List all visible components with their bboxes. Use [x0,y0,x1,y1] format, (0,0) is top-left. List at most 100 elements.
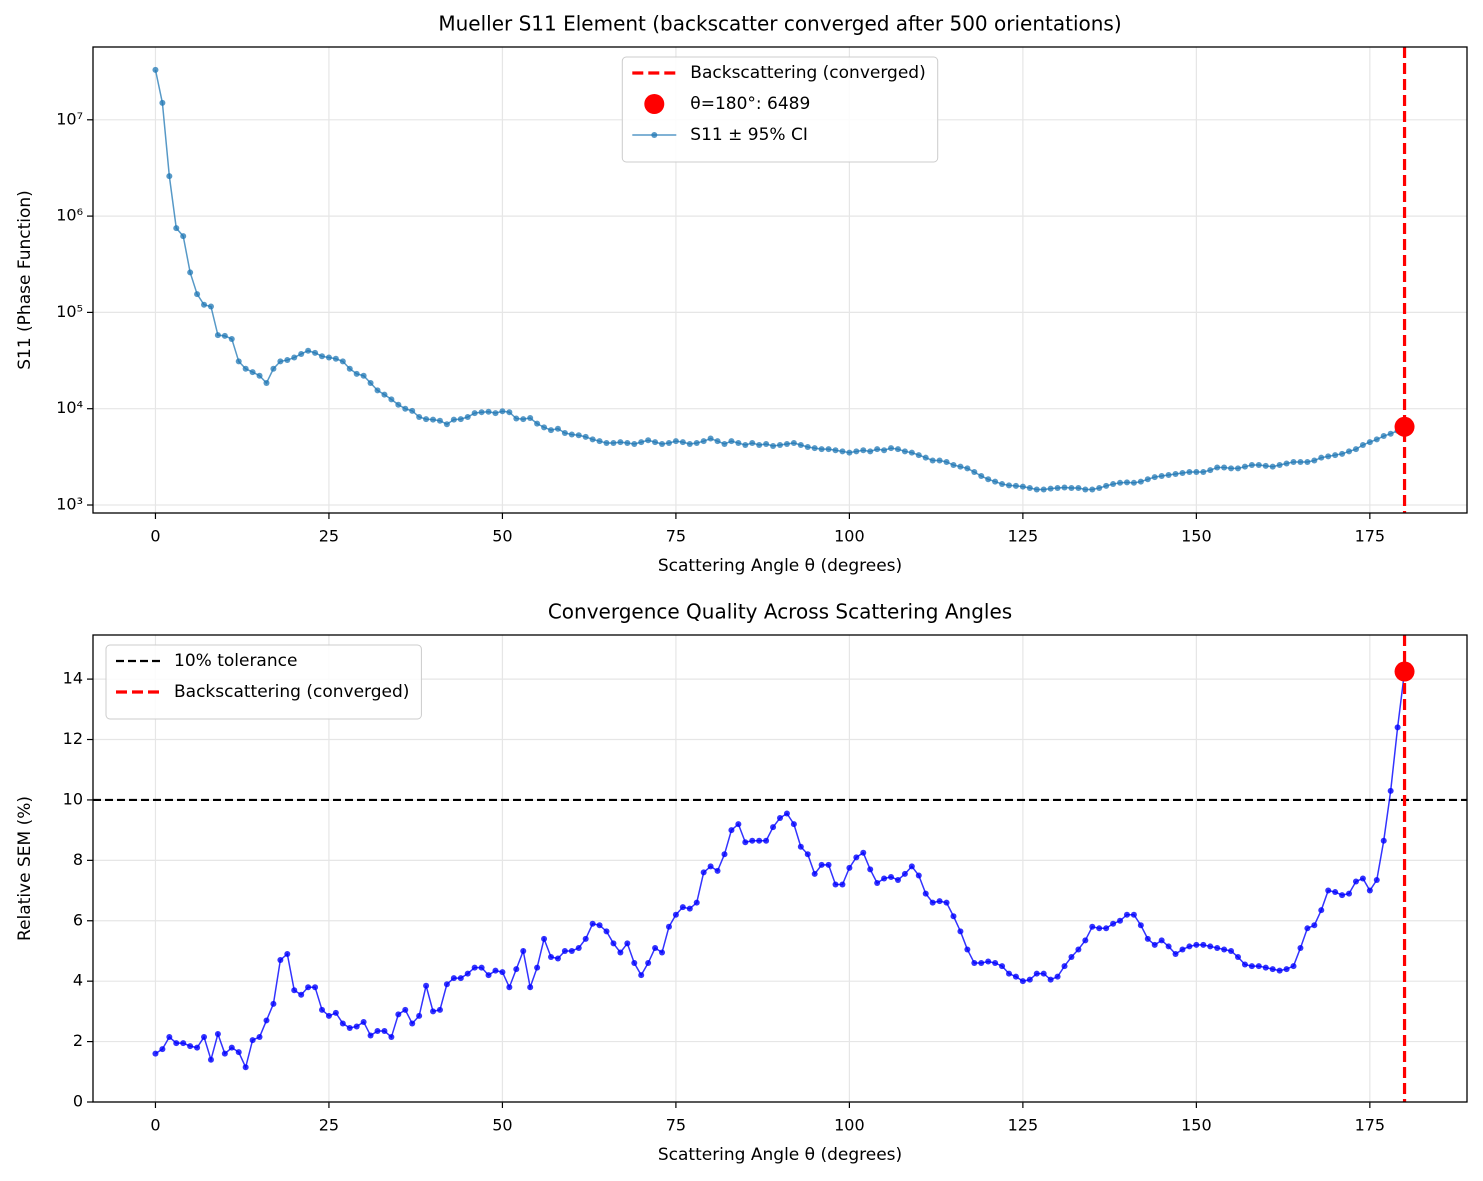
data-point [881,447,888,454]
chart-title: Convergence Quality Across Scattering An… [548,600,1012,624]
data-point [763,441,770,448]
data-point [1276,462,1283,469]
data-point [1172,950,1179,957]
data-point [180,233,187,240]
data-point [999,963,1006,970]
data-point [325,1012,332,1019]
data-point [1332,889,1339,896]
data-point [173,1040,180,1047]
data-point [659,441,666,448]
data-point [1248,462,1255,469]
data-point [811,870,818,877]
data-point [1089,923,1096,930]
data-point [1387,430,1394,437]
data-point [1207,943,1214,950]
axes-frame [92,634,1468,1103]
data-point [173,225,180,232]
data-point [978,960,985,967]
data-point [270,365,277,372]
data-point [624,940,631,947]
data-point [443,981,450,988]
data-point [589,436,596,443]
legend-swatch [644,94,665,114]
data-point [395,401,402,408]
data-point [263,1017,270,1024]
data-point [1346,448,1353,455]
data-point [631,441,638,448]
data-point [1061,484,1068,491]
data-point [561,947,568,954]
data-point [499,969,506,976]
data-point [506,409,513,416]
x-tick-label: 125 [1008,527,1039,546]
data-point [1352,446,1359,453]
data-point [159,1046,166,1053]
data-point [152,1050,159,1057]
data-point [652,944,659,951]
data-point [360,1018,367,1025]
data-point [936,457,943,464]
data-point [1373,436,1380,443]
data-point [922,890,929,897]
data-point [249,1037,256,1044]
data-point [742,441,749,448]
y-tick-label: 6 [73,910,83,929]
data-point [790,821,797,828]
data-point [1359,875,1366,882]
data-point [1228,947,1235,954]
data-point [1089,486,1096,493]
highlight-point [1394,661,1415,682]
data-point [1012,973,1019,980]
data-point [575,944,582,951]
data-point [166,173,173,180]
data-point [1235,465,1241,472]
data-point [749,837,756,844]
data-point [964,465,971,472]
data-point [777,441,783,448]
data-point [943,458,950,465]
data-point [1346,890,1353,897]
y-tick-label: 10⁵ [56,302,83,321]
x-axis-label: Scattering Angle θ (degrees) [658,1145,902,1165]
y-tick-label: 10⁴ [56,398,83,417]
data-point [180,1040,187,1047]
data-point [1117,479,1124,486]
data-point [756,441,763,448]
data-point [603,440,610,447]
data-point [534,420,541,427]
data-point [1228,465,1235,472]
data-point [457,416,464,423]
y-tick-label: 12 [63,729,83,748]
data-point [541,424,548,431]
data-point [1311,457,1318,464]
series-line [155,671,1406,1070]
data-point [728,827,735,834]
data-point [1262,964,1269,971]
data-point [207,1056,214,1063]
data-point [1006,970,1012,977]
data-point [811,445,818,452]
data-point [1026,485,1033,492]
highlight-point [1394,416,1415,437]
data-point [832,447,839,454]
data-point [631,960,638,967]
data-point [478,964,485,971]
data-point [999,481,1006,488]
data-point [888,445,895,452]
x-tick-label: 75 [666,1116,686,1135]
data-point [652,439,659,446]
data-point [818,446,825,453]
data-point [957,928,964,935]
data-point [332,355,339,362]
data-point [1103,482,1110,489]
y-tick-label: 4 [73,971,83,990]
data-point [1158,937,1165,944]
data-point [1012,482,1019,489]
data-point [1137,922,1144,929]
data-point [874,446,881,453]
data-point [402,1006,409,1013]
data-point [346,1024,353,1031]
data-point [1165,943,1172,950]
data-point [860,849,867,856]
